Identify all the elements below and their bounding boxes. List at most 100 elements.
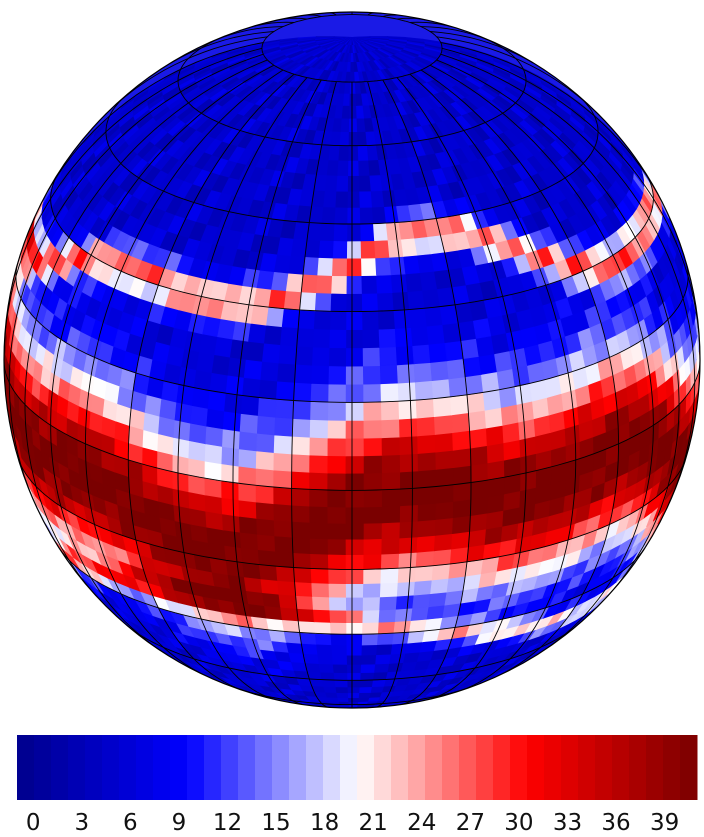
field-cell — [347, 655, 362, 664]
field-cell — [358, 146, 368, 161]
field-cell — [222, 481, 239, 500]
field-cell — [333, 241, 347, 259]
field-cell — [305, 240, 321, 258]
field-cell — [359, 697, 370, 701]
field-cell — [295, 364, 313, 383]
field-cell — [373, 223, 388, 241]
field-cell — [269, 630, 286, 642]
colorbar-band — [306, 735, 324, 800]
field-cell — [362, 275, 378, 293]
field-cell — [398, 382, 416, 401]
field-cell — [254, 288, 272, 308]
field-cell — [236, 303, 254, 323]
field-cell — [481, 372, 499, 393]
field-cell — [347, 241, 361, 258]
field-cell — [274, 504, 292, 522]
field-cell — [479, 354, 497, 375]
field-cell — [396, 346, 414, 365]
field-cell — [303, 654, 319, 664]
field-cell — [310, 538, 328, 554]
field-cell — [379, 609, 396, 622]
field-cell — [333, 664, 347, 673]
field-cell — [251, 305, 269, 325]
field-cell — [212, 355, 230, 376]
page: 036912151821242730333639 — [0, 0, 704, 837]
field-cell — [414, 363, 432, 383]
field-cell — [346, 384, 364, 402]
field-cell — [418, 487, 436, 505]
field-cell — [348, 698, 359, 702]
field-cell — [436, 501, 454, 519]
field-cell — [222, 464, 239, 484]
field-cell — [388, 239, 404, 257]
field-cell — [239, 431, 257, 451]
field-cell — [340, 132, 349, 146]
field-cell — [377, 644, 393, 655]
field-cell — [447, 359, 465, 379]
field-cell — [435, 518, 453, 536]
field-cell — [328, 507, 346, 524]
colorbar-band — [255, 735, 273, 800]
field-cell — [246, 341, 264, 361]
colorbar-band — [119, 735, 137, 800]
field-cell — [503, 422, 520, 443]
field-cell — [450, 547, 468, 564]
field-cell — [499, 387, 517, 408]
field-cell — [361, 258, 376, 276]
field-cell — [382, 538, 400, 554]
field-cell — [488, 477, 505, 497]
field-cell — [429, 592, 447, 607]
field-cell — [321, 223, 335, 240]
field-cell — [222, 429, 240, 449]
field-cell — [289, 256, 305, 275]
field-cell — [399, 400, 417, 419]
field-cell — [343, 93, 350, 105]
colorbar-band — [595, 735, 613, 800]
field-cell — [189, 458, 206, 478]
field-cell — [382, 489, 400, 507]
field-cell — [314, 311, 331, 330]
field-cell — [335, 207, 348, 224]
field-cell — [240, 414, 258, 434]
field-cell — [468, 529, 486, 547]
field-cell — [381, 568, 399, 583]
field-cell — [275, 399, 293, 418]
field-cell — [233, 321, 251, 341]
field-cell — [316, 275, 332, 293]
field-cell — [453, 516, 471, 534]
field-cell — [289, 652, 305, 662]
colorbar-tick-label: 0 — [26, 810, 41, 836]
field-cell — [240, 532, 258, 550]
field-cell — [321, 672, 335, 680]
field-cell — [425, 307, 443, 327]
field-cell — [324, 191, 337, 208]
field-cell — [175, 402, 192, 423]
colorbar-tick-label: 39 — [650, 810, 679, 836]
field-cell — [310, 489, 328, 506]
field-cell — [318, 258, 333, 276]
field-cell — [400, 454, 418, 473]
field-cell — [488, 460, 505, 480]
field-cell — [331, 293, 347, 311]
field-cell — [346, 569, 364, 583]
globe — [4, 12, 700, 708]
field-cell — [362, 634, 378, 645]
field-cell — [275, 551, 293, 567]
field-cell — [350, 106, 357, 119]
field-cell — [228, 357, 246, 377]
field-cell — [292, 419, 310, 438]
field-cell — [359, 693, 371, 698]
field-cell — [328, 523, 346, 539]
field-cell — [497, 369, 515, 390]
field-cell — [206, 426, 224, 446]
field-cell — [284, 631, 301, 643]
field-cell — [328, 490, 346, 507]
field-cell — [312, 347, 329, 366]
field-cell — [390, 256, 406, 274]
field-cell — [346, 348, 363, 366]
field-cell — [194, 370, 212, 391]
field-cell — [346, 584, 363, 598]
field-cell — [315, 293, 331, 312]
field-cell — [274, 470, 292, 488]
field-cell — [281, 607, 299, 621]
